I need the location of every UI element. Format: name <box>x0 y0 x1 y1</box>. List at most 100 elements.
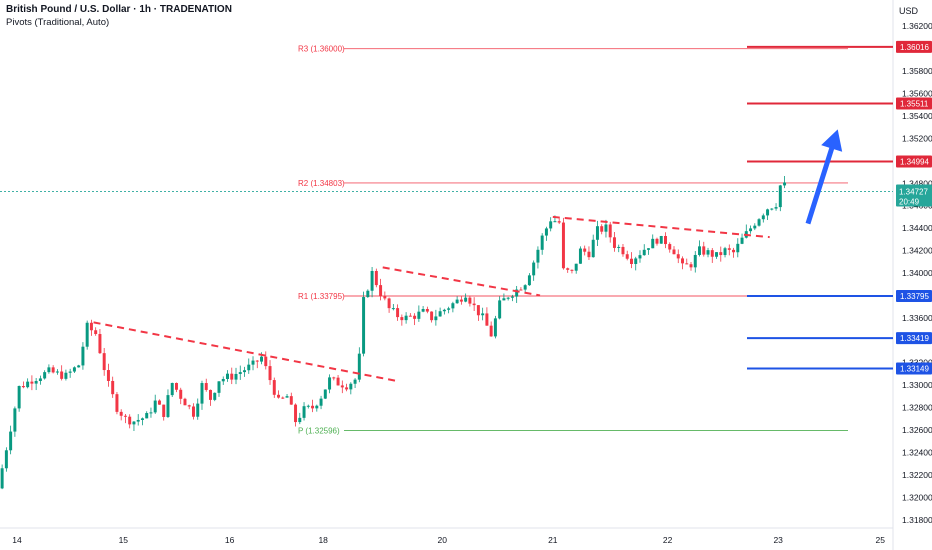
candle-body <box>502 298 506 301</box>
candle-body <box>732 249 736 253</box>
candle-body <box>34 381 38 384</box>
y-tick-label: 1.35200 <box>902 133 932 143</box>
candle-body <box>438 311 442 317</box>
level-price-label: 1.33795 <box>900 292 929 301</box>
candle-body <box>638 255 642 259</box>
level-price-tag <box>896 332 932 345</box>
candle-body <box>625 254 629 259</box>
candle-body <box>204 383 208 390</box>
candle-body <box>353 379 357 384</box>
candle-body <box>536 249 540 263</box>
candle-body <box>302 406 306 418</box>
level-price-label: 1.35511 <box>900 100 929 109</box>
level-price-tag <box>896 362 932 375</box>
candle-body <box>209 389 212 400</box>
candle-body <box>230 373 234 380</box>
candle-body <box>770 208 774 210</box>
candle-body <box>102 353 106 371</box>
candle-body <box>519 289 523 291</box>
candle-body <box>685 263 689 265</box>
candle-body <box>157 400 161 405</box>
candle-body <box>166 395 170 417</box>
candle-body <box>766 209 770 216</box>
candle-body <box>468 297 472 304</box>
candle-body <box>162 404 166 417</box>
candle-body <box>574 263 578 271</box>
candle-body <box>391 308 395 310</box>
candle-body <box>332 377 336 379</box>
candle-body <box>642 249 646 256</box>
candle-body <box>408 315 412 317</box>
candle-body <box>362 297 366 354</box>
candle-body <box>0 468 4 489</box>
candle-body <box>272 380 276 395</box>
candle-body <box>430 311 434 321</box>
candle-body <box>111 380 115 395</box>
candle-body <box>72 367 76 372</box>
candle-body <box>9 431 13 451</box>
candle-body <box>98 334 102 354</box>
candle-body <box>655 238 659 244</box>
x-tick-label: 16 <box>225 535 235 545</box>
candle-body <box>413 315 417 319</box>
candle-body <box>544 228 548 236</box>
level-price-label: 1.36016 <box>900 43 929 52</box>
candle-body <box>357 353 361 380</box>
candle-body <box>47 367 51 373</box>
candle-body <box>425 308 429 312</box>
bullish-arrow <box>805 129 843 225</box>
candle-body <box>736 243 740 253</box>
y-tick-label: 1.35600 <box>902 89 932 99</box>
level-price-tag <box>896 289 932 302</box>
y-tick-label: 1.36200 <box>902 21 932 31</box>
candle-body <box>196 403 200 417</box>
candle-body <box>723 248 727 256</box>
candle-body <box>51 367 55 373</box>
level-price-label: 1.33149 <box>900 364 929 373</box>
candle-body <box>493 318 497 337</box>
y-tick-label: 1.33000 <box>902 380 932 390</box>
candle-body <box>664 235 667 245</box>
candle-body <box>140 418 144 420</box>
candle-body <box>251 360 255 365</box>
candle-body <box>183 398 187 406</box>
candle-body <box>600 226 604 232</box>
candle-body <box>442 309 446 312</box>
candle-body <box>706 250 710 255</box>
candle-body <box>612 237 616 248</box>
candle-body <box>659 235 663 244</box>
candle-body <box>753 225 757 229</box>
candle-body <box>740 237 744 244</box>
candle-body <box>396 308 400 318</box>
x-tick-label: 25 <box>876 535 886 545</box>
candle-body <box>30 381 34 384</box>
candle-body <box>17 386 21 409</box>
pivot-label: R2 (1.34803) <box>298 179 345 188</box>
pivot-label: P (1.32596) <box>298 426 340 435</box>
candle-body <box>604 224 608 232</box>
candle-body <box>191 406 195 417</box>
candle-body <box>379 285 383 297</box>
candle-body <box>404 315 408 321</box>
level-price-tag <box>896 40 932 53</box>
candle-body <box>481 313 485 316</box>
candle-body <box>306 405 310 407</box>
x-tick-label: 23 <box>773 535 783 545</box>
candle-body <box>387 298 391 309</box>
indicator-label[interactable]: Pivots (Traditional, Auto) <box>6 17 110 28</box>
candle-body <box>715 252 719 257</box>
candle-body <box>451 303 455 309</box>
y-tick-label: 1.33600 <box>902 313 932 323</box>
trendline <box>382 266 541 297</box>
candle-body <box>374 270 378 286</box>
candle-body <box>549 221 553 229</box>
candle-body <box>255 360 259 362</box>
candle-body <box>417 311 421 319</box>
candle-body <box>506 297 510 299</box>
candle-body <box>281 397 285 399</box>
x-tick-label: 20 <box>438 535 448 545</box>
candle-body <box>85 322 89 347</box>
candle-body <box>489 325 493 337</box>
candle-body <box>510 296 514 298</box>
